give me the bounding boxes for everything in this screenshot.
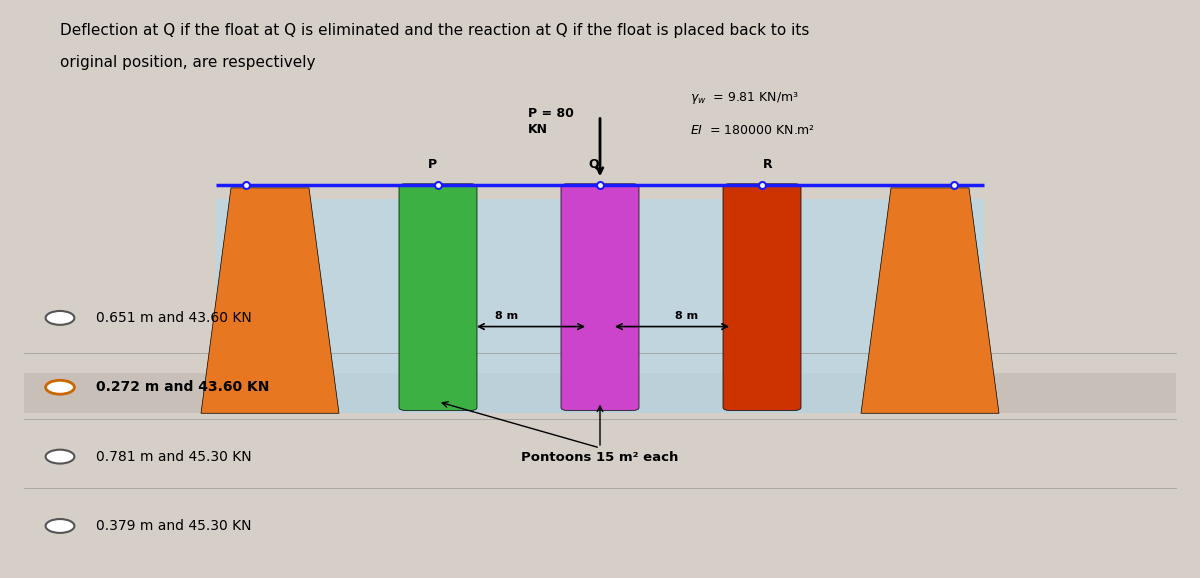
Text: R: R (763, 158, 773, 171)
FancyBboxPatch shape (562, 184, 640, 410)
Text: 8 m: 8 m (496, 311, 518, 321)
Circle shape (46, 519, 74, 533)
FancyBboxPatch shape (24, 373, 1176, 413)
Circle shape (46, 380, 74, 394)
Text: Pontoons 15 m² each: Pontoons 15 m² each (521, 451, 679, 464)
Text: 8 m: 8 m (676, 311, 698, 321)
FancyBboxPatch shape (398, 184, 476, 410)
Circle shape (46, 450, 74, 464)
Text: original position, are respectively: original position, are respectively (60, 55, 316, 70)
Polygon shape (862, 188, 998, 413)
Text: 0.272 m and 43.60 KN: 0.272 m and 43.60 KN (96, 380, 269, 394)
Text: KN: KN (528, 123, 548, 135)
FancyBboxPatch shape (216, 199, 984, 413)
Text: 0.781 m and 45.30 KN: 0.781 m and 45.30 KN (96, 450, 252, 464)
Text: P = 80: P = 80 (528, 107, 574, 120)
FancyBboxPatch shape (722, 184, 802, 410)
Text: 0.651 m and 43.60 KN: 0.651 m and 43.60 KN (96, 311, 252, 325)
Text: Q: Q (589, 158, 599, 171)
Text: P: P (427, 158, 437, 171)
Text: 0.379 m and 45.30 KN: 0.379 m and 45.30 KN (96, 519, 252, 533)
Text: $EI$  = 180000 KN.m²: $EI$ = 180000 KN.m² (690, 124, 815, 137)
Polygon shape (202, 188, 340, 413)
Circle shape (46, 311, 74, 325)
Text: $\gamma_w$  = 9.81 KN/m³: $\gamma_w$ = 9.81 KN/m³ (690, 90, 799, 106)
Text: Deflection at Q if the float at Q is eliminated and the reaction at Q if the flo: Deflection at Q if the float at Q is eli… (60, 23, 809, 38)
